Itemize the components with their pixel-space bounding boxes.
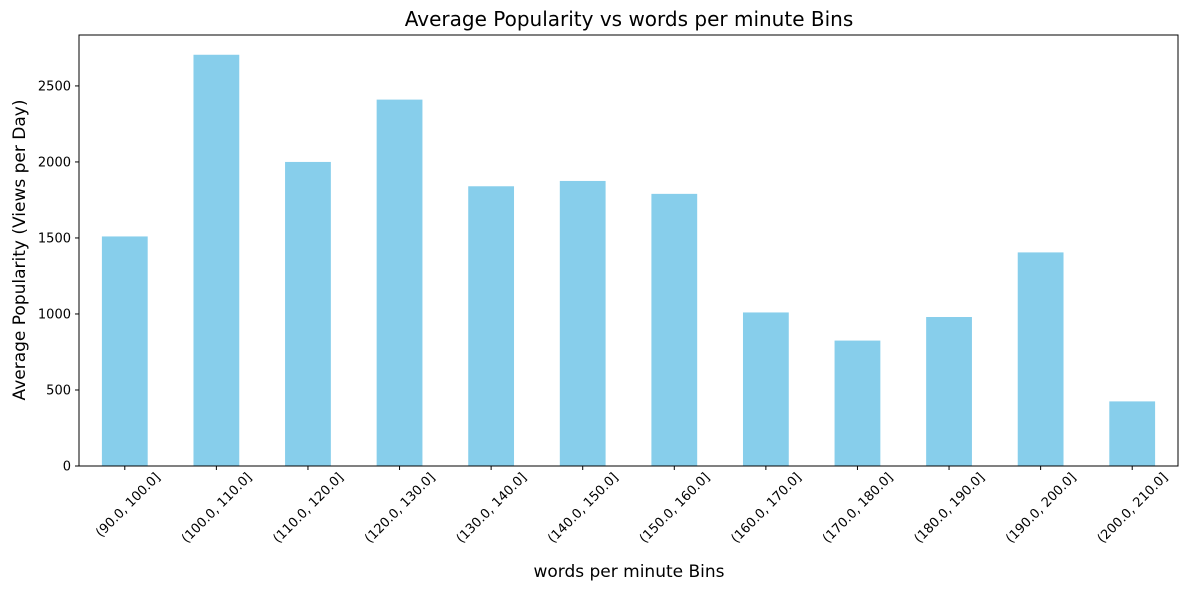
y-tick-label: 1000 [38,307,71,322]
plot-frame [78,34,1179,467]
bar [193,54,240,466]
bar [742,312,789,466]
x-tick-label: (200.0, 210.0] [1095,470,1171,546]
bar [1017,252,1064,466]
y-tick-label: 1500 [38,231,71,246]
y-tick-label: 0 [63,460,71,475]
y-tick-label: 2500 [38,79,71,94]
x-tick-label: (120.0, 130.0] [362,470,438,546]
x-axis-label: words per minute Bins [533,562,724,582]
x-tick-label: (170.0, 180.0] [820,470,896,546]
bar [101,236,148,466]
x-tick-label: (160.0, 170.0] [728,470,804,546]
chart-title: Average Popularity vs words per minute B… [405,7,853,31]
x-tick-label: (90.0, 100.0] [93,470,163,540]
y-axis: 0 500 1000 1500 2000 2500 [38,79,79,475]
bar [285,161,331,466]
plot-area [78,34,1179,467]
bar [926,317,972,466]
x-axis: (90.0, 100.0] (100.0, 110.0] (110.0, 120.0… [93,466,1171,546]
bar [559,180,606,466]
bar [468,186,515,466]
bar [376,99,423,467]
x-tick-label: (150.0, 160.0] [637,470,713,546]
y-axis-label: Average Popularity (Views per Day) [10,100,30,401]
bar [1109,401,1156,466]
x-tick-label: (130.0, 140.0] [454,470,530,546]
x-tick-label: (100.0, 110.0] [179,470,255,546]
bar [651,193,698,466]
x-tick-label: (180.0, 190.0] [912,470,988,546]
bar [834,340,881,466]
x-tick-label: (190.0, 200.0] [1003,470,1079,546]
y-tick-label: 2000 [38,155,71,170]
x-tick-label: (140.0, 150.0] [545,470,621,546]
y-tick-label: 500 [46,383,71,398]
x-tick-label: (110.0, 120.0] [271,470,347,546]
